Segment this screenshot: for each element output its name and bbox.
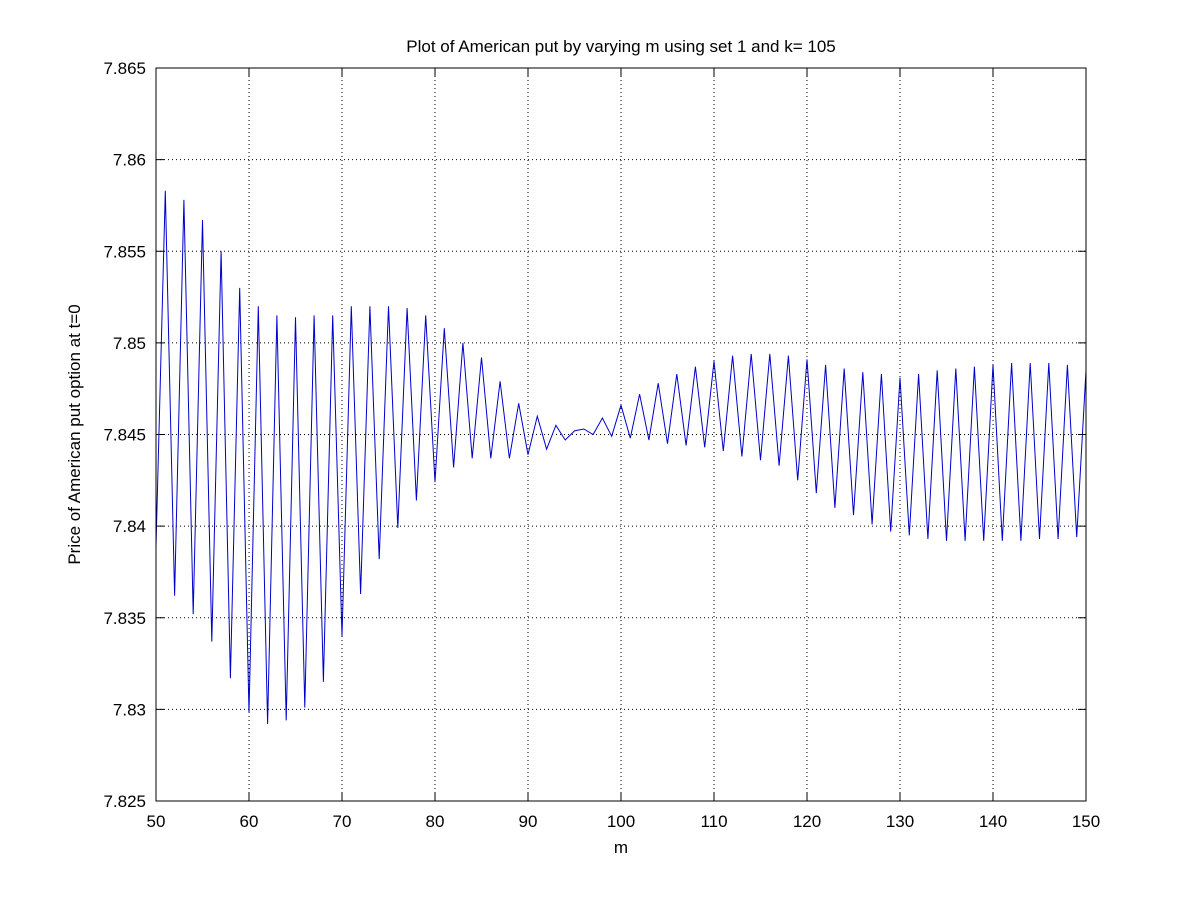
chart-title: Plot of American put by varying m using … xyxy=(406,37,836,56)
y-tick-label: 7.845 xyxy=(103,426,146,445)
x-tick-label: 120 xyxy=(793,812,821,831)
x-tick-label: 70 xyxy=(333,812,352,831)
y-tick-label: 7.865 xyxy=(103,59,146,78)
grid-lines xyxy=(156,68,1086,801)
x-tick-label: 60 xyxy=(240,812,259,831)
series-line xyxy=(155,190,1087,725)
x-tick-label: 50 xyxy=(147,812,166,831)
y-tick-label: 7.825 xyxy=(103,792,146,811)
y-axis-label: Price of American put option at t=0 xyxy=(65,304,84,564)
x-tick-label: 100 xyxy=(607,812,635,831)
y-tick-label: 7.84 xyxy=(113,517,146,536)
x-tick-label: 80 xyxy=(426,812,445,831)
y-tick-label: 7.85 xyxy=(113,334,146,353)
y-tick-label: 7.835 xyxy=(103,609,146,628)
x-tick-label: 130 xyxy=(886,812,914,831)
x-tick-label: 90 xyxy=(519,812,538,831)
x-tick-label: 150 xyxy=(1072,812,1100,831)
y-tick-label: 7.855 xyxy=(103,242,146,261)
y-tick-label: 7.83 xyxy=(113,700,146,719)
x-axis-label: m xyxy=(614,838,628,857)
x-tick-label: 140 xyxy=(979,812,1007,831)
y-tick-label: 7.86 xyxy=(113,151,146,170)
axis-ticks: 50 60 70 80 90 100 110 120 130 140 150 7.825 7.83 7.8… xyxy=(103,59,1100,831)
x-tick-label: 110 xyxy=(700,812,727,831)
